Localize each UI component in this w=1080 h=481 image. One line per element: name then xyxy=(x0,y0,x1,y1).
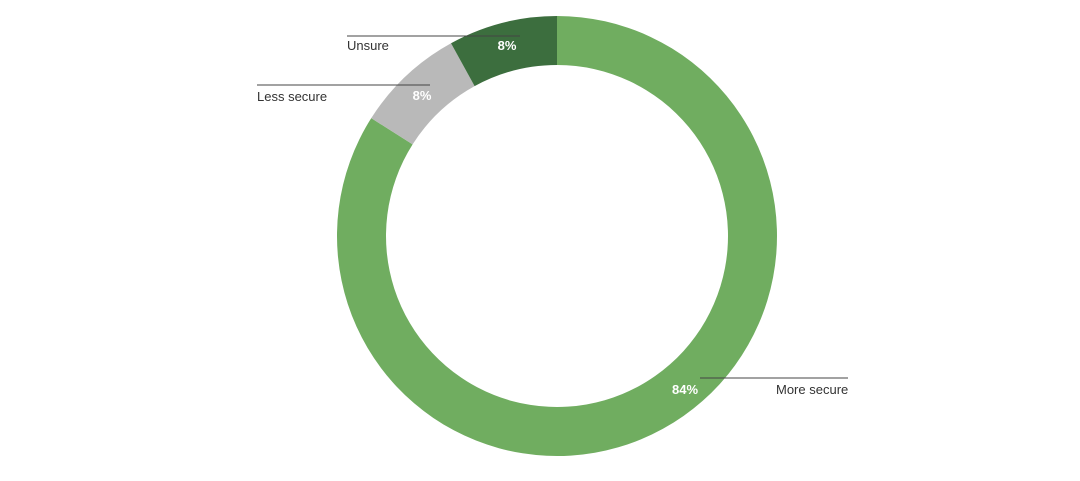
callouts-layer: Unsure Less secure More secure xyxy=(257,35,848,397)
percentage-labels: 8% 8% 84% xyxy=(413,38,699,397)
callout-label-more-secure: More secure xyxy=(776,382,848,397)
callout-label-less-secure: Less secure xyxy=(257,89,327,104)
donut-slice-unsure xyxy=(371,43,475,145)
pct-label-more-secure: 84% xyxy=(672,382,698,397)
pct-label-unsure: 8% xyxy=(498,38,517,53)
callout-label-unsure: Unsure xyxy=(347,38,389,53)
donut-slice-less-secure xyxy=(451,16,557,87)
slices-layer xyxy=(337,16,777,456)
pct-label-less-secure: 8% xyxy=(413,88,432,103)
